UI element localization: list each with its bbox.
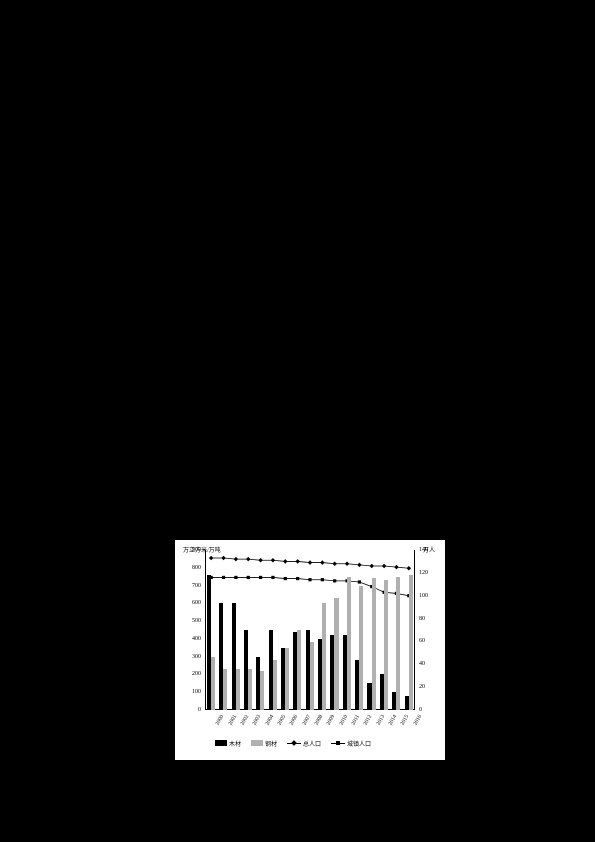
bar-bar2 <box>409 575 413 710</box>
bar-bar2 <box>211 657 215 710</box>
y-left-tick: 200 <box>177 671 201 677</box>
y-right-tick: 60 <box>419 638 443 644</box>
x-tick: 2005 <box>276 714 287 727</box>
bar-bar2 <box>273 660 277 710</box>
y-left-tick: 400 <box>177 636 201 642</box>
bar-bar2 <box>347 577 351 710</box>
x-tick: 2009 <box>326 714 337 727</box>
y-right-tick: 120 <box>419 570 443 576</box>
y-axis-right: 020406080100120140 <box>417 555 445 710</box>
x-tick: 2001 <box>227 714 238 727</box>
bar-bar2 <box>359 586 363 710</box>
x-tick: 2007 <box>301 714 312 727</box>
y-left-tick: 500 <box>177 618 201 624</box>
bar-bar2 <box>223 669 227 710</box>
y-right-tick: 40 <box>419 661 443 667</box>
y-left-tick: 700 <box>177 583 201 589</box>
x-tick: 2016 <box>412 714 423 727</box>
legend: 木材 钢材 总人口 城镇人口 <box>215 738 415 748</box>
plot-area <box>205 550 415 710</box>
legend-swatch-bar1 <box>215 740 227 746</box>
x-tick: 2013 <box>375 714 386 727</box>
legend-item-line1: 总人口 <box>287 739 321 748</box>
x-tick: 2002 <box>239 714 250 727</box>
y-right-tick: 140 <box>419 547 443 553</box>
x-tick: 2012 <box>363 714 374 727</box>
x-tick: 2011 <box>350 714 361 726</box>
y-right-tick: 20 <box>419 684 443 690</box>
x-tick: 2015 <box>400 714 411 727</box>
legend-label-line2: 城镇人口 <box>347 739 371 748</box>
chart-container: 万立方米/万吨 万人 0100200300400500600700800900 … <box>175 540 445 760</box>
x-tick: 2003 <box>252 714 263 727</box>
bar-bar2 <box>248 669 252 710</box>
y-right-tick: 80 <box>419 616 443 622</box>
legend-line-line2 <box>331 743 345 744</box>
y-left-tick: 100 <box>177 689 201 695</box>
bar-bar2 <box>396 577 400 710</box>
bar-bar2 <box>285 648 289 710</box>
legend-item-bar2: 钢材 <box>251 739 277 748</box>
bar-bar2 <box>334 598 338 710</box>
legend-line-line1 <box>287 743 301 744</box>
y-left-tick: 800 <box>177 565 201 571</box>
legend-item-bar1: 木材 <box>215 739 241 748</box>
x-tick: 2000 <box>215 714 226 727</box>
x-tick: 2008 <box>314 714 325 727</box>
y-left-tick: 600 <box>177 600 201 606</box>
bar-bar2 <box>260 671 264 710</box>
x-tick: 2004 <box>264 714 275 727</box>
chart-caption: 图 12 <box>175 762 445 778</box>
bar-bar2 <box>322 603 326 710</box>
legend-label-bar1: 木材 <box>229 739 241 748</box>
legend-marker-diamond <box>291 740 297 746</box>
x-axis: 2000200120022003200420052006200720082009… <box>205 712 415 737</box>
x-tick: 2006 <box>289 714 300 727</box>
y-left-tick: 900 <box>177 547 201 553</box>
legend-marker-square <box>336 741 340 745</box>
legend-label-line1: 总人口 <box>303 739 321 748</box>
legend-item-line2: 城镇人口 <box>331 739 371 748</box>
bar-bar2 <box>310 642 314 710</box>
y-left-tick: 0 <box>177 707 201 713</box>
y-left-tick: 300 <box>177 654 201 660</box>
bar-bar2 <box>297 630 301 710</box>
x-tick: 2014 <box>388 714 399 727</box>
bar-bar2 <box>236 669 240 710</box>
y-right-tick: 0 <box>419 707 443 713</box>
bar-bar2 <box>384 580 388 710</box>
y-axis-left: 0100200300400500600700800900 <box>175 555 203 710</box>
y-right-tick: 100 <box>419 593 443 599</box>
x-tick: 2010 <box>338 714 349 727</box>
bar-bar2 <box>372 578 376 710</box>
legend-label-bar2: 钢材 <box>265 739 277 748</box>
legend-swatch-bar2 <box>251 740 263 746</box>
